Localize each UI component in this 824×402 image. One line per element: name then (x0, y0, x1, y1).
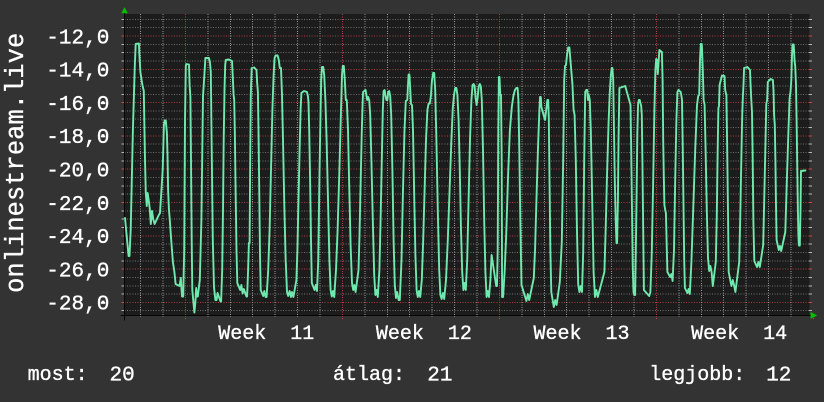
svg-text:most:: most: (28, 364, 88, 387)
svg-text:-12,0: -12,0 (46, 27, 109, 50)
svg-text:Week 12: Week 12 (376, 323, 472, 346)
svg-text:21: 21 (427, 364, 452, 387)
svg-text:-18,0: -18,0 (46, 127, 109, 150)
svg-text:legjobb:: legjobb: (649, 364, 745, 387)
svg-text:20: 20 (110, 364, 135, 387)
svg-text:-20,0: -20,0 (46, 161, 109, 184)
svg-text:-16,0: -16,0 (46, 94, 109, 117)
svg-text:-14,0: -14,0 (46, 61, 109, 84)
svg-text:-28,0: -28,0 (46, 294, 109, 317)
svg-text:12: 12 (766, 364, 791, 387)
svg-text:-22,0: -22,0 (46, 194, 109, 217)
svg-text:átlag:: átlag: (333, 364, 405, 387)
svg-text:-24,0: -24,0 (46, 227, 109, 250)
svg-text:-26,0: -26,0 (46, 260, 109, 283)
svg-text:onlinestream.live: onlinestream.live (2, 33, 31, 293)
svg-text:Week 14: Week 14 (691, 323, 787, 346)
svg-text:Week 11: Week 11 (218, 323, 314, 346)
svg-text:Week 13: Week 13 (534, 323, 630, 346)
